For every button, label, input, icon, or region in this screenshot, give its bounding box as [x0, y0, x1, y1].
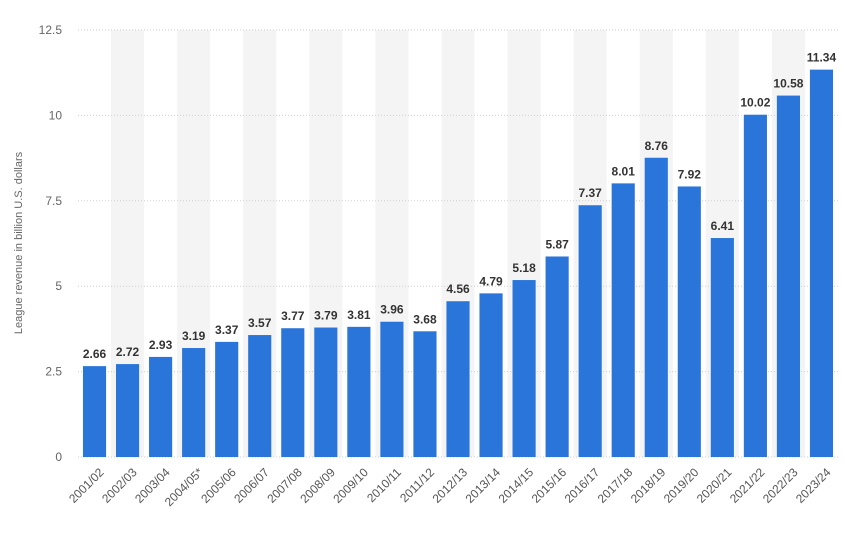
bar — [347, 326, 371, 457]
data-label: 4.79 — [479, 274, 503, 288]
x-tick-label: 2011/12 — [397, 465, 437, 505]
bar — [479, 293, 503, 457]
x-tick-label: 2010/11 — [364, 465, 404, 505]
data-label: 3.81 — [347, 308, 371, 322]
bar — [82, 366, 107, 457]
bar — [248, 335, 272, 457]
x-tick-label: 2023/24 — [793, 465, 834, 506]
data-label: 6.41 — [711, 219, 735, 233]
bar — [281, 328, 305, 457]
data-label: 7.37 — [578, 186, 602, 200]
x-tick-label: 2013/14 — [463, 465, 504, 506]
data-label: 3.96 — [380, 303, 404, 317]
data-label: 7.92 — [678, 167, 702, 181]
bar — [215, 341, 239, 457]
bar — [446, 301, 470, 457]
y-tick-label: 0 — [55, 450, 62, 464]
bar — [644, 157, 668, 457]
x-tick-label: 2016/17 — [562, 465, 603, 506]
bar — [512, 280, 536, 457]
bar — [578, 205, 602, 457]
data-label: 2.66 — [83, 347, 107, 361]
x-tick-label: 2006/07 — [231, 465, 272, 506]
x-tick-label: 2022/23 — [760, 465, 801, 506]
bar — [413, 331, 437, 457]
data-label: 5.18 — [512, 261, 536, 275]
y-tick-label: 5 — [55, 279, 62, 293]
bars — [82, 69, 834, 458]
bar — [710, 238, 734, 457]
data-label: 8.01 — [612, 164, 636, 178]
data-label: 10.58 — [773, 77, 803, 91]
data-label: 10.02 — [740, 96, 770, 110]
y-tick-label: 12.5 — [39, 23, 63, 37]
bar — [776, 95, 800, 458]
y-tick-label: 10 — [49, 108, 63, 122]
data-label: 3.37 — [215, 323, 239, 337]
x-tick-label: 2020/21 — [694, 465, 735, 506]
x-tick-label: 2007/08 — [264, 465, 305, 506]
x-tick-label: 2021/22 — [727, 465, 768, 506]
data-label: 4.56 — [446, 282, 470, 296]
y-tick-label: 7.5 — [45, 194, 62, 208]
bar — [743, 114, 767, 457]
data-label: 3.19 — [182, 329, 206, 343]
x-tick-label: 2001/02 — [66, 465, 107, 506]
data-label: 5.87 — [545, 237, 569, 251]
x-tick-label: 2009/10 — [330, 465, 371, 506]
data-label: 11.34 — [807, 51, 837, 65]
x-tick-label: 2012/13 — [430, 465, 471, 506]
x-tick-label: 2008/09 — [297, 465, 338, 506]
data-label: 2.93 — [149, 338, 173, 352]
x-axis-ticks: 2001/022002/032003/042004/05*2005/062006… — [66, 465, 834, 509]
data-label: 3.79 — [314, 309, 338, 323]
x-tick-label: 2019/20 — [661, 465, 702, 506]
bar — [545, 256, 569, 457]
bar — [314, 327, 338, 457]
data-label: 3.77 — [281, 309, 305, 323]
x-tick-label: 2002/03 — [99, 465, 140, 506]
y-tick-label: 2.5 — [45, 365, 62, 379]
data-label: 3.57 — [248, 316, 272, 330]
y-axis-ticks: 0 2.5 5 7.5 10 12.5 — [39, 23, 63, 464]
data-labels: 2.66 2.72 2.93 3.19 3.37 3.57 3.77 3.79 3.81 3.96… — [83, 51, 837, 362]
bar — [380, 321, 404, 457]
data-label: 3.68 — [413, 312, 437, 326]
bar — [809, 69, 834, 457]
bar — [182, 348, 206, 457]
y-axis-label: League revenue in billion U.S. dollars — [13, 151, 25, 334]
x-tick-label: 2017/18 — [595, 465, 636, 506]
bar — [611, 183, 635, 457]
x-tick-label: 2018/19 — [628, 465, 669, 506]
x-tick-label: 2014/15 — [496, 465, 537, 506]
data-label: 2.72 — [116, 345, 140, 359]
bar — [149, 356, 173, 457]
x-tick-label: 2015/16 — [529, 465, 570, 506]
x-tick-label: 2005/06 — [198, 465, 239, 506]
bar — [677, 186, 701, 457]
data-label: 8.76 — [645, 139, 669, 153]
bar — [116, 364, 140, 457]
